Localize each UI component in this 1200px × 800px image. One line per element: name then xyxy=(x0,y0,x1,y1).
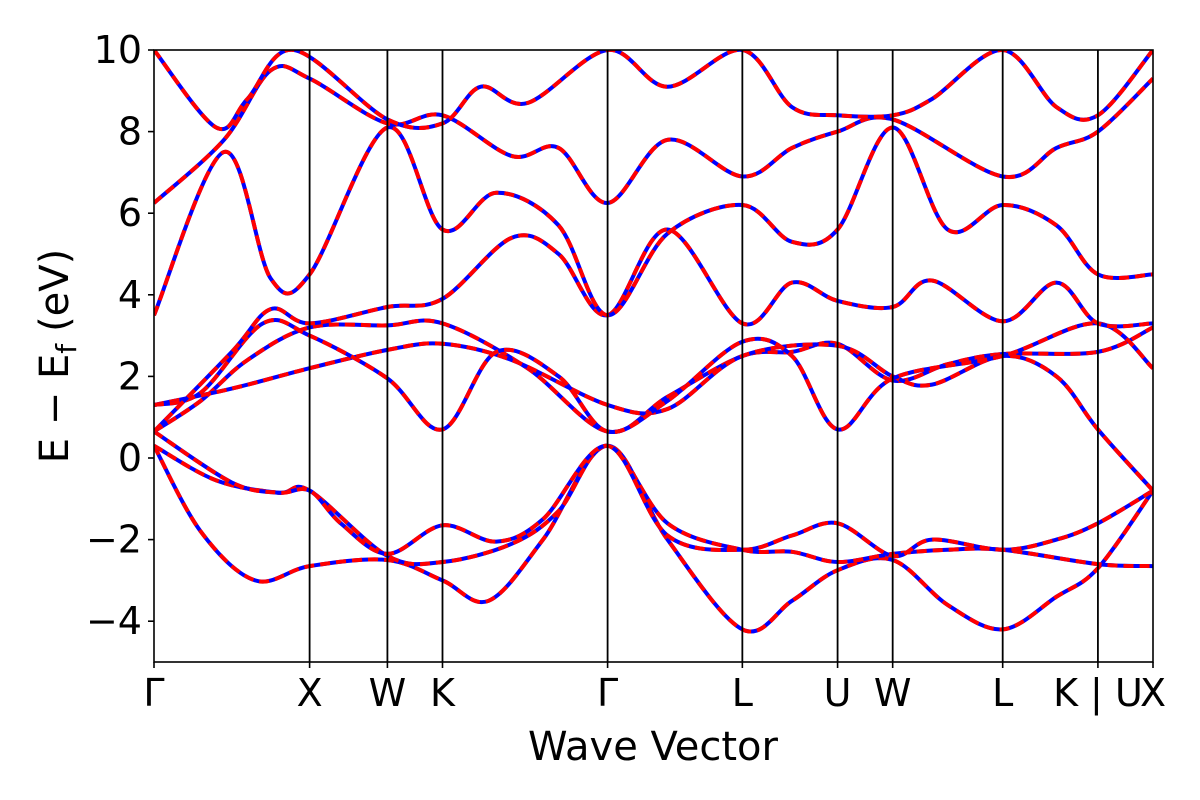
plot-frame xyxy=(153,49,1154,663)
band-line-8 xyxy=(154,64,1153,205)
y-tick-label-3: 4 xyxy=(118,273,142,317)
x-tick-label-2: W xyxy=(369,671,407,715)
x-tick-label-6: U xyxy=(824,671,852,715)
band-line-9 xyxy=(154,50,1153,132)
band-line-7 xyxy=(154,125,1153,318)
y-axis-label-unit: (eV) xyxy=(32,249,78,332)
y-axis-label: E − Ef (eV) xyxy=(32,249,83,464)
kpoint-separator-lines xyxy=(308,50,1099,662)
y-tick-label-0: 10 xyxy=(94,28,142,72)
x-tick-label-0: Γ xyxy=(143,671,164,715)
x-tick-label-8: L xyxy=(992,671,1013,715)
x-tick-label-1: X xyxy=(297,671,323,715)
x-tick-label-7: W xyxy=(874,671,912,715)
x-tick-label-5: L xyxy=(732,671,753,715)
x-axis-label: Wave Vector xyxy=(528,724,779,770)
x-tick-label-3: K xyxy=(430,671,456,715)
y-tick-label-1: 8 xyxy=(118,110,142,154)
x-tick-label-4: Γ xyxy=(597,671,618,715)
x-tick-label-9: K | U xyxy=(1053,671,1143,716)
y-ticks: 10 8 6 4 2 0 −2 −4 xyxy=(86,28,154,643)
y-axis-label-main: E − E xyxy=(32,354,78,464)
y-axis-label-subscript: f xyxy=(50,343,83,354)
y-tick-label-2: 6 xyxy=(118,191,142,235)
band-line-4 xyxy=(154,341,1153,492)
x-tick-label-10: X xyxy=(1140,671,1166,715)
y-tick-label-4: 2 xyxy=(118,354,142,398)
y-tick-label-7: −4 xyxy=(86,599,142,643)
band-line-2 xyxy=(154,429,1153,559)
y-tick-label-6: −2 xyxy=(86,518,142,562)
y-tick-label-5: 0 xyxy=(118,436,142,480)
